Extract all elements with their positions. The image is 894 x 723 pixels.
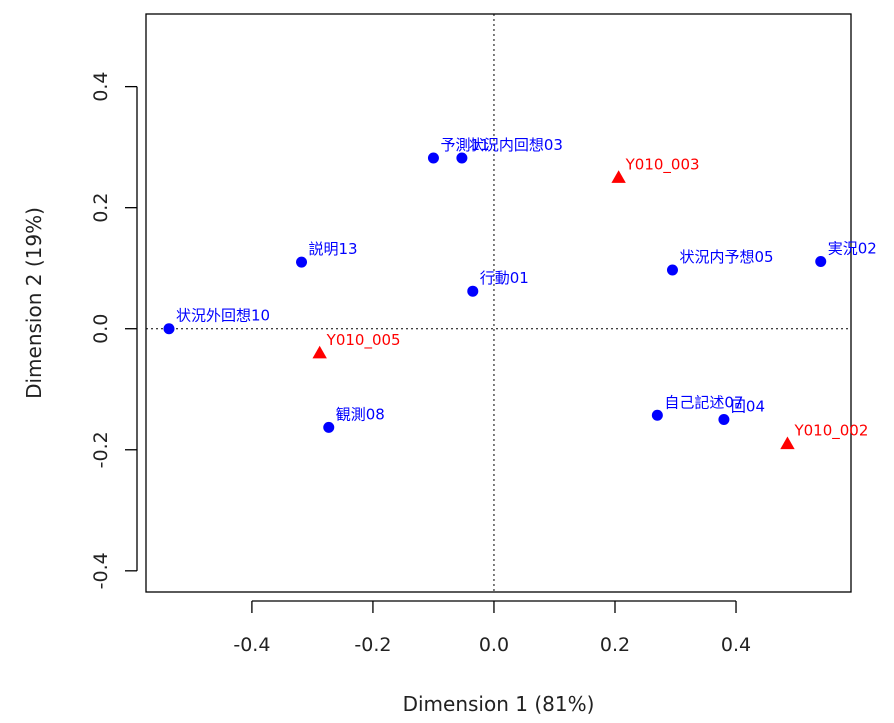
data-point (651, 409, 663, 421)
data-point (467, 285, 479, 297)
point-label: 行動01 (480, 269, 529, 287)
y-tick-label: -0.4 (90, 552, 112, 589)
data-point (163, 323, 175, 335)
y-tick-label: -0.2 (90, 431, 112, 468)
x-tick-label: -0.4 (233, 634, 270, 656)
data-point-triangle (312, 345, 327, 359)
y-axis: -0.4 -0.2 0.0 0.2 0.4 (90, 72, 138, 589)
data-point-triangle (780, 436, 795, 450)
y-tick-label: 0.2 (90, 193, 112, 223)
data-point-triangle (611, 170, 626, 183)
point-label: 状況内予想05 (679, 248, 773, 266)
y-tick-label: 0.4 (90, 72, 112, 102)
point-label: 説明13 (309, 240, 358, 258)
x-tick-label: -0.2 (354, 634, 391, 656)
point-label: Y010_005 (326, 331, 401, 350)
x-tick-label: 0.0 (479, 634, 509, 656)
reference-lines (146, 14, 851, 592)
data-points (163, 152, 827, 450)
point-label: 予測11 (440, 136, 489, 154)
data-point (666, 264, 678, 276)
point-label: 自己記述07 (664, 393, 743, 411)
x-tick-label: 0.2 (600, 634, 630, 656)
data-point (323, 421, 335, 433)
x-axis-label: Dimension 1 (81%) (403, 692, 595, 716)
data-point (718, 414, 730, 426)
data-point (456, 152, 468, 164)
x-tick-label: 0.4 (721, 634, 751, 656)
plot-frame (145, 13, 852, 593)
data-point (427, 152, 439, 164)
data-point (296, 256, 308, 268)
point-label: Y010_003 (625, 155, 700, 174)
point-label: 回04 (731, 398, 765, 416)
y-tick-label: 0.0 (90, 314, 112, 344)
x-axis: -0.4 -0.2 0.0 0.2 0.4 (233, 600, 751, 656)
point-label: 状況外回想10 (176, 307, 270, 325)
point-label: 観測08 (336, 405, 385, 423)
point-label: 状況内回想03 (469, 136, 563, 154)
point-label: Y010_002 (793, 422, 868, 441)
data-point (815, 256, 827, 268)
y-axis-label: Dimension 2 (19%) (22, 207, 46, 399)
point-label: 実況02 (828, 240, 877, 258)
